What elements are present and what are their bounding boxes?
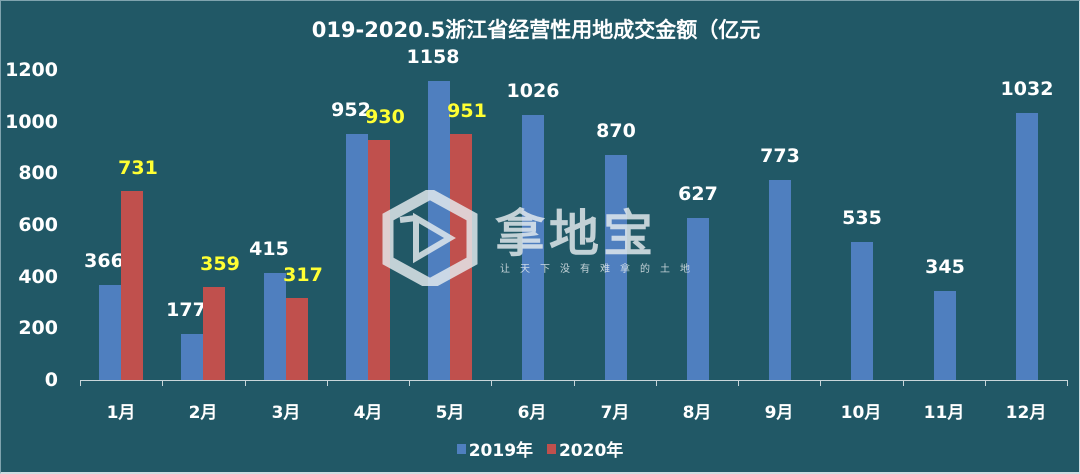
y-tick-label: 1000: [5, 110, 58, 133]
x-tick-mark: [903, 380, 904, 386]
legend-label-2020: 2020年: [558, 441, 624, 461]
x-tick-mark: [738, 380, 739, 386]
data-label: 366: [84, 250, 124, 272]
data-label: 535: [842, 207, 882, 229]
x-axis-line: [80, 380, 1067, 381]
y-tick-label: 600: [18, 214, 58, 236]
legend-label-2019: 2019年: [468, 441, 534, 461]
x-tick-label: 3月: [271, 403, 301, 423]
x-tick-label: 1月: [106, 403, 136, 423]
data-label: 1026: [506, 80, 560, 102]
bar-2019-10[interactable]: [851, 242, 873, 380]
y-tick-label: 1200: [5, 59, 58, 81]
bar-2019-6[interactable]: [522, 115, 544, 380]
data-label: 731: [118, 157, 158, 179]
data-label: 1032: [1000, 78, 1054, 100]
y-tick-label: 800: [18, 162, 58, 185]
bar-2019-8[interactable]: [687, 218, 709, 380]
bar-2019-11[interactable]: [934, 291, 956, 380]
bar-2020-4[interactable]: [368, 140, 390, 380]
legend-swatch-2020: [546, 443, 556, 454]
x-tick-label: 10月: [840, 403, 882, 423]
x-tick-label: 2月: [188, 403, 218, 423]
x-tick-mark: [245, 380, 246, 386]
data-label: 1158: [406, 46, 460, 68]
x-tick-label: 8月: [682, 403, 712, 423]
data-label: 951: [447, 100, 487, 122]
chart-title-text: 019-2020.5浙江省经营性用地成交金额（亿元: [311, 18, 761, 42]
x-tick-mark: [491, 380, 492, 386]
data-label: 773: [760, 145, 800, 167]
y-tick-label: 0: [44, 369, 58, 391]
bar-2019-3[interactable]: [264, 273, 286, 380]
data-label: 345: [925, 256, 965, 278]
x-tick-mark: [985, 380, 986, 386]
x-tick-label: 9月: [764, 403, 794, 423]
bar-2020-1[interactable]: [121, 191, 143, 380]
legend-item-2020[interactable]: 2020年: [546, 436, 624, 461]
bar-2019-9[interactable]: [769, 180, 791, 380]
x-tick-mark: [80, 380, 81, 386]
y-tick-label: 200: [18, 317, 58, 340]
bar-2020-5[interactable]: [450, 134, 472, 380]
x-tick-label: 5月: [435, 403, 465, 423]
x-tick-label: 11月: [923, 403, 965, 423]
data-label: 359: [200, 253, 240, 275]
bar-2020-3[interactable]: [286, 298, 308, 380]
data-label: 952: [331, 99, 371, 121]
x-tick-label: 7月: [600, 403, 630, 423]
x-tick-mark: [1067, 380, 1068, 386]
legend-item-2019[interactable]: 2019年: [456, 436, 534, 461]
bar-2019-2[interactable]: [181, 334, 203, 380]
data-label: 870: [596, 120, 636, 142]
bar-2019-5[interactable]: [428, 81, 450, 380]
bar-2019-1[interactable]: [99, 285, 121, 380]
data-label: 627: [678, 183, 718, 205]
bar-2020-2[interactable]: [203, 287, 225, 380]
data-label: 415: [249, 238, 289, 260]
x-tick-mark: [574, 380, 575, 386]
x-tick-label: 12月: [1005, 403, 1047, 423]
x-tick-mark: [162, 380, 163, 386]
bar-2019-12[interactable]: [1016, 113, 1038, 380]
chart-title: 019-2020.5浙江省经营性用地成交金额（亿元: [0, 14, 1080, 44]
x-tick-mark: [656, 380, 657, 386]
x-tick-label: 6月: [517, 403, 547, 423]
x-tick-mark: [327, 380, 328, 386]
x-tick-mark: [409, 380, 410, 386]
data-label: 177: [166, 299, 206, 321]
bar-2019-7[interactable]: [605, 155, 627, 380]
x-tick-label: 4月: [353, 403, 383, 423]
data-label: 317: [283, 264, 323, 286]
legend-swatch-2019: [456, 443, 466, 454]
legend: 2019年 2020年: [0, 436, 1080, 461]
bar-2019-4[interactable]: [346, 134, 368, 380]
data-label: 930: [365, 106, 405, 128]
y-tick-label: 400: [18, 265, 58, 288]
x-tick-mark: [820, 380, 821, 386]
